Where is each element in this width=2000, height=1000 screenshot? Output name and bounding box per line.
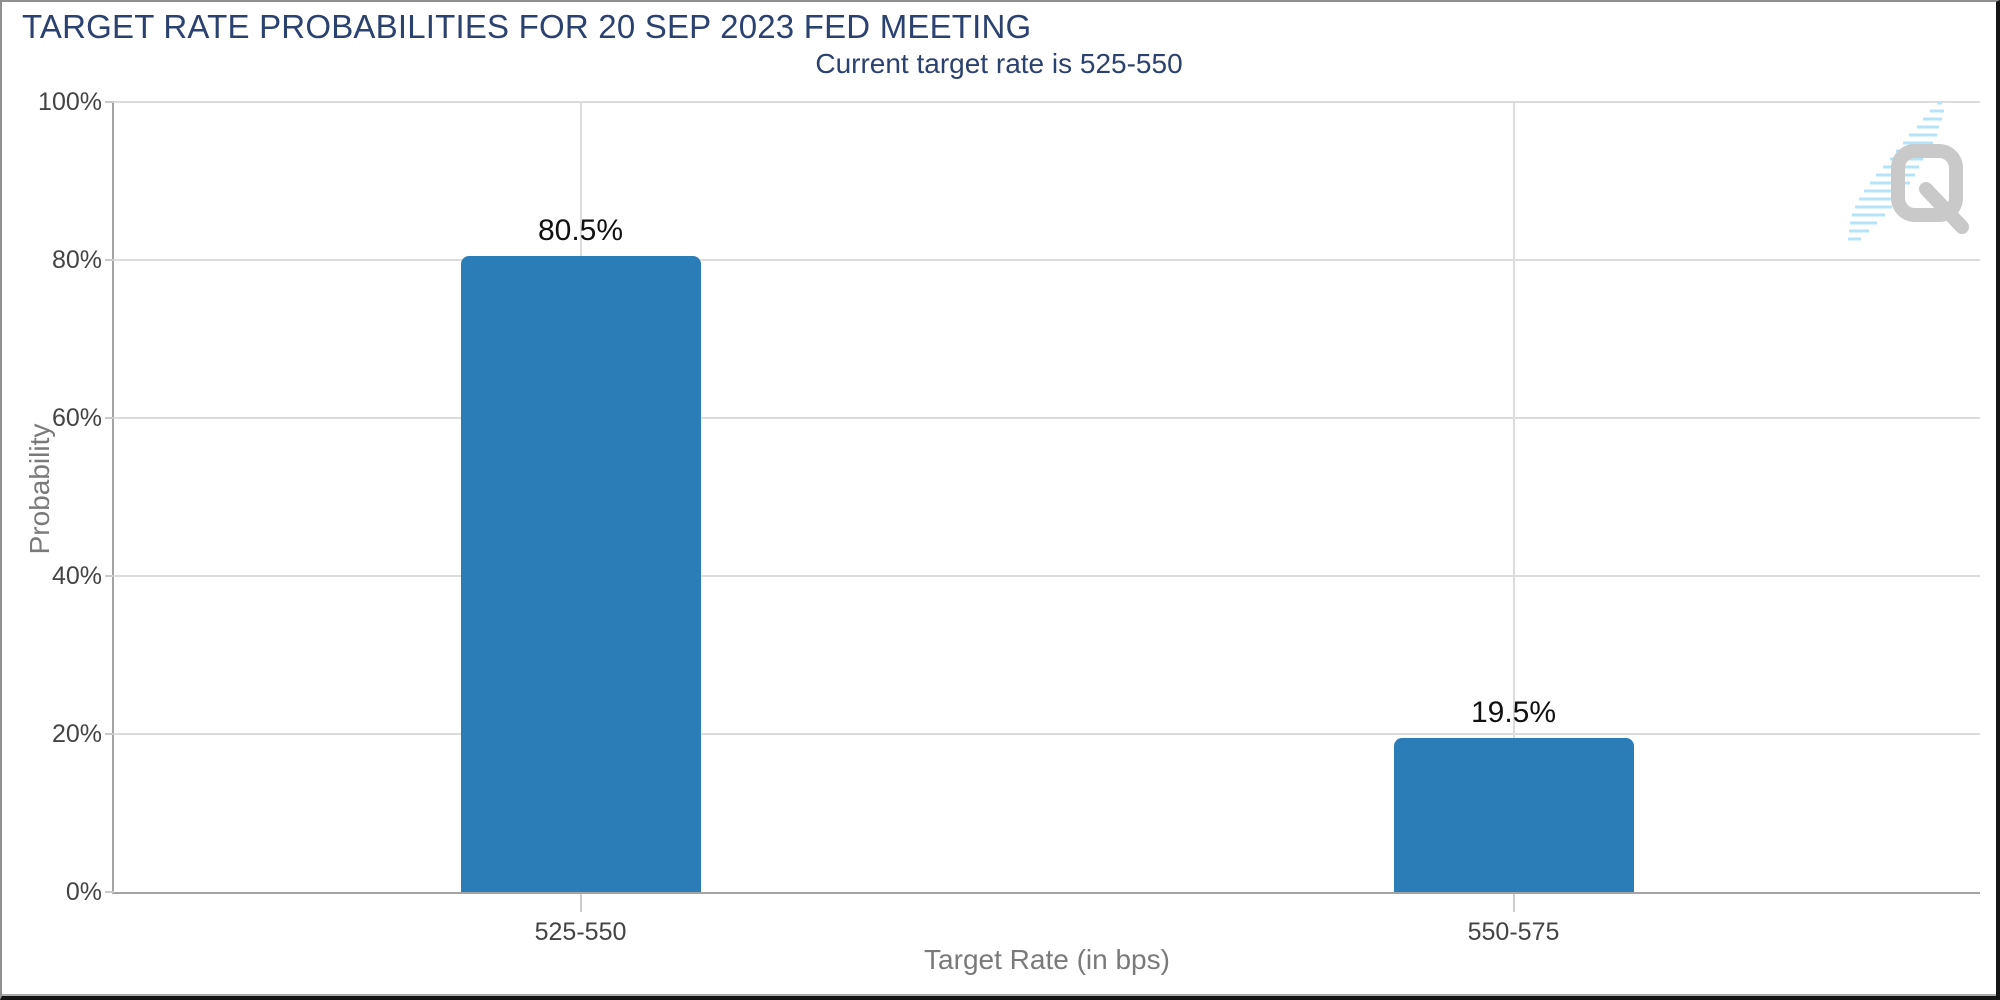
y-tick-label-60: 60% [51,404,102,432]
x-tick-label-550-575: 550-575 [1467,918,1560,946]
x-axis-title: Target Rate (in bps) [924,944,1170,975]
y-tick-mark-0 [105,891,114,893]
x-gridline-2 [1512,102,1515,892]
y-tick-mark-40 [105,575,114,577]
y-tick-mark-60 [105,417,114,419]
bar-value-label-550-575: 19.5% [1470,695,1557,729]
y-gridline-100 [114,101,1980,103]
y-gridline-20 [114,733,1980,735]
y-tick-mark-100 [105,101,114,103]
x-tick-label-525-550: 525-550 [534,918,627,946]
y-gridline-80 [114,259,1980,261]
x-tick-mark-550-575 [1512,894,1515,912]
y-tick-label-20: 20% [51,720,102,748]
y-tick-label-80: 80% [51,246,102,274]
chart-title: TARGET RATE PROBABILITIES FOR 20 SEP 202… [22,8,1032,45]
bar-value-label-525-550: 80.5% [537,214,624,248]
plot-area: Target Rate (in bps) 0% 20% 40% 60% 80% 100% 8… [38,88,1980,975]
y-tick-mark-80 [105,259,114,261]
quikstrike-q-logo-watermark [1848,101,1969,241]
y-tick-label-0: 0% [65,878,102,906]
bar-525-550 [460,256,701,892]
x-tick-mark-525-550 [579,894,582,912]
y-tick-label-40: 40% [51,562,102,590]
bar-550-575 [1393,737,1634,892]
chart-subtitle: Current target rate is 525-550 [815,48,1183,79]
y-gridline-60 [114,417,1980,419]
y-gridline-40 [114,575,1980,577]
y-tick-mark-20 [105,733,114,735]
y-axis-title: Probability [24,423,55,555]
logo-q-icon [1891,144,1969,234]
y-tick-label-100: 100% [38,88,102,116]
